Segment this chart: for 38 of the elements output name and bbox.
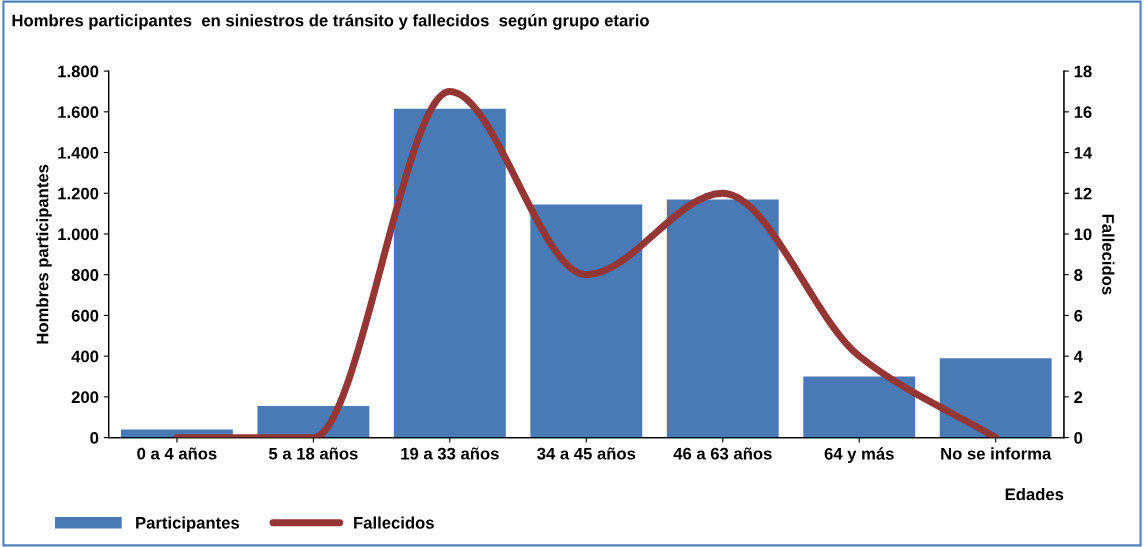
y2-tick-label: 14 <box>1074 147 1093 159</box>
y2-tick-label: 8 <box>1074 269 1083 281</box>
y-tick-label: 0 <box>90 432 99 444</box>
y-tick-label: 400 <box>71 350 99 363</box>
y-tick-label: 200 <box>71 391 99 404</box>
x-tick-label: 64 y más <box>824 447 894 463</box>
y2-tick-label: 0 <box>1074 432 1083 444</box>
x-axis-title: Edades <box>1005 488 1064 501</box>
x-tick-label: 34 a 45 años <box>537 447 636 460</box>
y2-tick-label: 4 <box>1073 350 1083 363</box>
y2-axis-title: Fallecidos <box>1102 214 1115 295</box>
y-tick-label: 600 <box>71 309 99 322</box>
chart-title: Hombres participantes en siniestros de tránsito y fallecidos según grupo etario <box>12 14 649 30</box>
legend-label: Participantes <box>136 516 240 532</box>
x-tick-label: 5 a 18 años <box>268 447 358 460</box>
bar <box>803 376 916 438</box>
y2-tick-label: 12 <box>1074 187 1092 200</box>
x-tick-label: 46 a 63 años <box>673 447 772 460</box>
y-tick-label: 1.200 <box>58 187 99 200</box>
y-tick-label: 1.000 <box>58 228 99 241</box>
x-tick-label: 0 a 4 años <box>137 447 217 460</box>
x-tick-label: 19 a 33 años <box>401 447 499 460</box>
y2-tick-label: 10 <box>1074 228 1092 241</box>
x-tick-label: No se informa <box>941 447 1052 460</box>
y-axis-title: Hombres participantes <box>36 164 52 344</box>
y2-tick-label: 6 <box>1074 309 1083 322</box>
y-tick-label: 1.600 <box>58 106 99 119</box>
y2-tick-label: 2 <box>1074 391 1083 403</box>
bar <box>939 358 1052 438</box>
bar <box>530 204 643 438</box>
y-tick-label: 800 <box>71 269 99 281</box>
bar <box>666 199 779 438</box>
y-tick-label: 1.800 <box>58 65 99 78</box>
y-tick-label: 1.400 <box>58 146 99 159</box>
legend-label: Fallecidos <box>354 516 434 529</box>
bar <box>393 108 506 438</box>
y2-tick-label: 18 <box>1074 65 1092 78</box>
y2-tick-label: 16 <box>1074 106 1092 119</box>
